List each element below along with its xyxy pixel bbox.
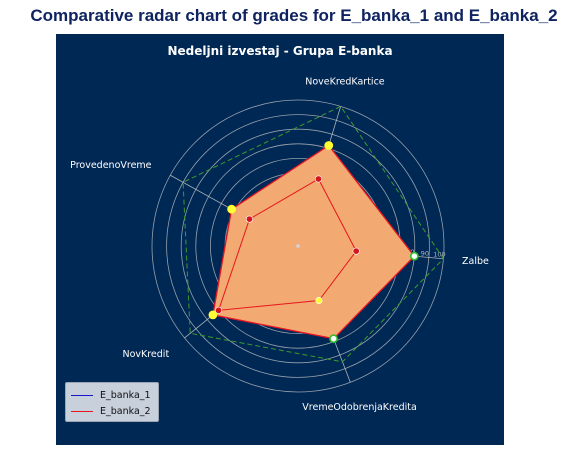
radar-chart: Zalbe NoveKredKartice ProvedenoVreme NovKre… bbox=[70, 76, 489, 413]
series-e-banka-1-point bbox=[409, 251, 419, 261]
series-e-banka-2-point bbox=[352, 247, 360, 255]
series-e-banka-1-point bbox=[324, 141, 334, 150]
series-e-banka-2-inner-line bbox=[217, 178, 357, 311]
axis-label: NoveKredKartice bbox=[305, 76, 385, 87]
axis-label: NovKredit bbox=[122, 349, 169, 360]
series-e-banka-1-point bbox=[329, 334, 338, 344]
series-e-banka-2-area bbox=[212, 144, 416, 340]
grid-circle bbox=[151, 99, 445, 393]
axis-label: Zalbe bbox=[462, 256, 489, 267]
series-e-banka-1-point bbox=[208, 310, 218, 320]
series-e-banka-2-point bbox=[245, 215, 253, 223]
series-e-banka-2-point bbox=[314, 175, 322, 183]
chart-panel: Zalbe NoveKredKartice ProvedenoVreme NovKre… bbox=[56, 34, 504, 445]
series-e-banka-1-point bbox=[227, 204, 236, 214]
legend-label-e-banka-2: E_banka_2 bbox=[100, 405, 151, 417]
axis-label: VremeOdobrenjaKredita bbox=[302, 402, 417, 413]
tick-label: 100 bbox=[433, 251, 445, 259]
grid-circle bbox=[180, 128, 416, 364]
legend-swatch-e-banka-1 bbox=[71, 394, 93, 396]
series-e-banka-2-point bbox=[215, 306, 223, 314]
legend-item-e-banka-2: E_banka_2 bbox=[71, 404, 151, 418]
series-e-banka-2-point bbox=[315, 297, 323, 305]
legend-item-e-banka-1: E_banka_1 bbox=[71, 388, 151, 402]
legend: E_banka_1 E_banka_2 bbox=[65, 382, 159, 422]
chart-title: Nedeljni izvestaj - Grupa E-banka bbox=[167, 44, 393, 58]
legend-swatch-e-banka-2 bbox=[71, 410, 93, 412]
grid-circle bbox=[166, 114, 430, 378]
axis-label: ProvedenoVreme bbox=[70, 160, 152, 171]
legend-label-e-banka-1: E_banka_1 bbox=[100, 389, 151, 401]
figure-title: Comparative radar chart of grades for E_… bbox=[30, 6, 558, 25]
tick-label: 90 bbox=[421, 249, 429, 257]
reference-dashed-green bbox=[182, 105, 445, 363]
center-point bbox=[296, 244, 300, 248]
